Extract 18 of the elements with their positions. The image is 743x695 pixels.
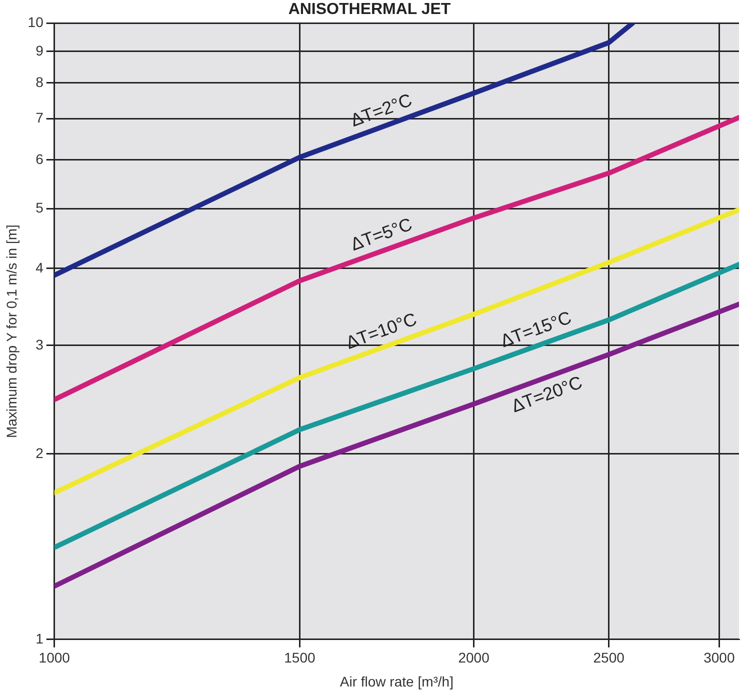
y-tick-label: 7 xyxy=(36,110,44,126)
x-tick-label: 2500 xyxy=(593,650,625,666)
y-tick-label: 10 xyxy=(28,14,44,30)
x-tick-label: 2000 xyxy=(458,650,490,666)
y-axis-title: Maximum drop Y for 0,1 m/s in [m] xyxy=(3,224,20,438)
y-tick-label: 8 xyxy=(36,74,44,90)
y-tick-label: 3 xyxy=(36,336,44,352)
y-tick-label: 4 xyxy=(36,259,44,276)
chart-title: ANISOTHERMAL JET xyxy=(288,1,451,18)
y-tick-label: 9 xyxy=(36,42,44,58)
x-tick-label: 3000 xyxy=(704,650,735,666)
x-tick-label: 1500 xyxy=(284,650,316,666)
y-tick-label: 2 xyxy=(36,444,44,461)
x-axis-title: Air flow rate [m³/h] xyxy=(340,673,454,690)
y-tick-label: 5 xyxy=(36,200,44,216)
y-tick-label: 1 xyxy=(36,630,44,646)
y-tick-label: 6 xyxy=(36,150,44,167)
x-tick-label: 1000 xyxy=(38,650,70,666)
